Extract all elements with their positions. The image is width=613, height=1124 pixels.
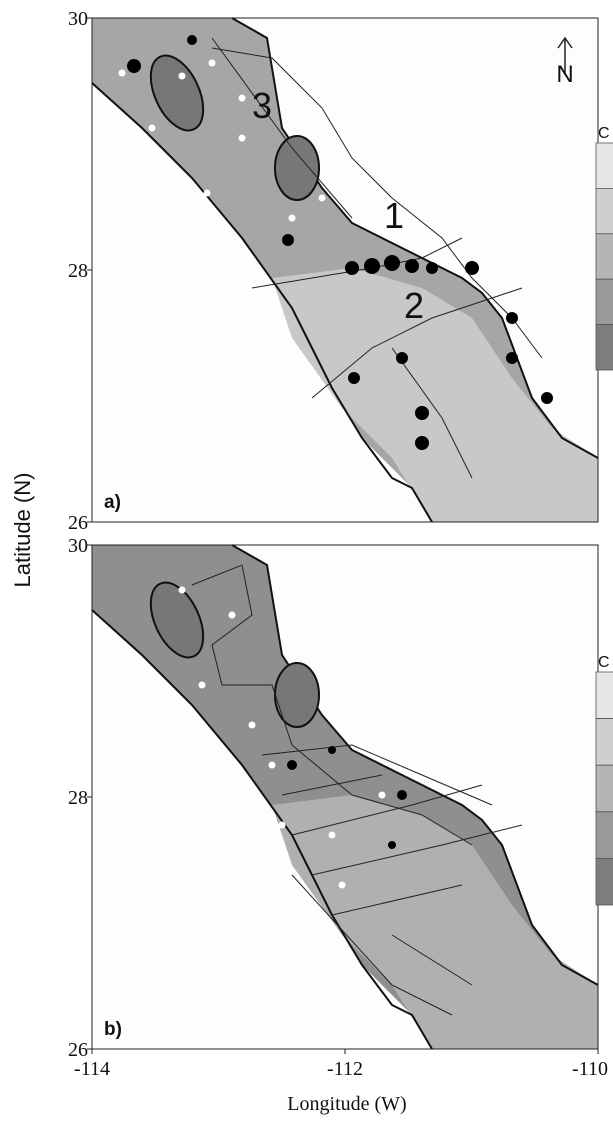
station-dot [345,261,359,275]
x-tick-label: -110 [572,1058,608,1080]
island [274,135,320,201]
ship-track [281,774,383,796]
island [149,54,205,132]
island [149,581,205,659]
colorbar-unit: C [598,125,610,142]
x-tick-label: -114 [74,1058,110,1080]
y-tick-label: 26 [68,512,88,534]
annotation: 1 [384,195,404,236]
station-dot [506,352,518,364]
annotation: 2 [404,285,424,326]
star-marker [178,586,186,594]
station-dot [127,59,141,73]
annotation: 3 [252,85,272,126]
star-marker [268,761,276,769]
star-marker [378,791,386,799]
star-marker [238,94,246,102]
panel-label: b) [104,1019,122,1040]
station-dot [415,436,429,450]
star-marker [203,189,211,197]
y-axis-label: Latitude (N) [10,473,35,588]
colorbar-step [595,718,613,766]
ship-track [391,347,473,479]
star-marker [278,821,286,829]
ship-track [311,824,523,876]
star-marker [238,134,246,142]
colorbar-unit: C [598,654,610,671]
station-dot [348,372,360,384]
colorbar-step [595,233,613,280]
colorbar-step [595,858,613,906]
station-dot [415,406,429,420]
map-panel: 1 2 3 [91,17,599,523]
y-tick-label: 28 [68,787,88,809]
colorbar-step [595,811,613,859]
star-marker [248,721,256,729]
star-marker [118,69,126,77]
north-arrow [557,36,573,75]
station-dot [426,262,438,274]
coastline [91,82,433,523]
ship-track [211,37,353,219]
y-tick-label: 30 [68,8,88,30]
map-panel [91,544,599,1050]
colorbar-step [595,278,613,326]
coastline [231,544,599,986]
ship-track [191,564,473,846]
star-marker [288,214,296,222]
star-marker [338,881,346,889]
station-dot [541,392,553,404]
station-dot [282,234,294,246]
star-marker [318,194,326,202]
ship-track [291,874,453,1016]
station-dot [388,841,396,849]
ship-track [291,784,483,836]
station-dot [328,746,336,754]
colorbar-step [595,671,613,719]
colorbar-step [595,764,613,813]
star-marker [258,871,266,879]
star-marker [328,831,336,839]
colorbar-step [595,187,613,235]
station-dot [396,352,408,364]
y-tick-label: 30 [68,535,88,557]
star-marker [198,681,206,689]
x-tick-label: -112 [327,1058,363,1080]
island [274,662,320,728]
station-dot [465,261,479,275]
colorbar-step [595,142,613,189]
station-dot [506,312,518,324]
station-dot [397,790,407,800]
station-dot [364,258,380,274]
station-dot [287,760,297,770]
station-dot [384,255,400,271]
ship-track [261,744,493,806]
colorbar-step [595,324,613,371]
star-marker [148,124,156,132]
station-dot [187,35,197,45]
north-label: N [556,61,573,88]
ship-track [331,884,463,916]
ship-track [311,287,523,399]
star-marker [178,72,186,80]
panel-label: a) [104,492,121,513]
x-axis-label: Longitude (W) [287,1093,406,1115]
star-marker [228,611,236,619]
star-marker [208,59,216,67]
sea-warm [272,795,598,1049]
sea-warm [272,268,598,522]
y-tick-label: 28 [68,260,88,282]
station-dot [405,259,419,273]
ship-track [391,934,473,986]
y-tick-label: 26 [68,1039,88,1061]
